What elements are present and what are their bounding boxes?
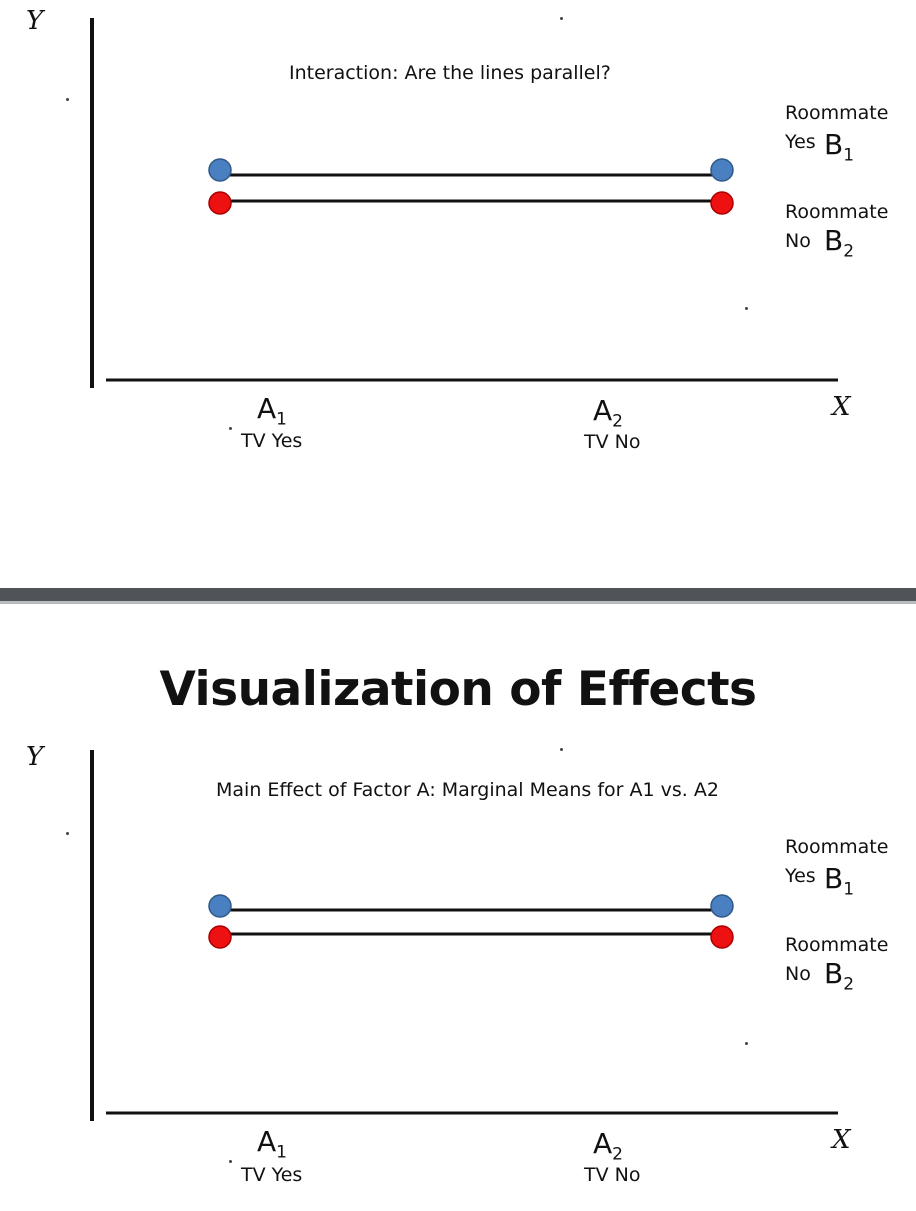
slide-title: Visualization of Effects	[159, 662, 757, 717]
speck	[745, 1042, 748, 1045]
speck	[66, 832, 69, 835]
y-axis-letter: Y	[26, 742, 44, 772]
b1-a2-marker	[710, 158, 734, 182]
speck	[560, 748, 563, 751]
plot-caption: Interaction: Are the lines parallel?	[289, 62, 611, 84]
y-axis-letter: Y	[26, 6, 44, 36]
plot-caption: Main Effect of Factor A: Marginal Means …	[216, 779, 719, 801]
speck	[229, 1160, 232, 1163]
x-tick-label-a1: TV Yes	[241, 430, 303, 452]
x-tick-a2: A2	[593, 394, 623, 432]
speck	[745, 307, 748, 310]
legend-b2-code: B2	[824, 224, 855, 262]
speck	[66, 98, 69, 101]
x-tick-label-a2: TV No	[584, 431, 641, 453]
interaction-plot-panel: Y X Interaction: Are the lines parallel?…	[0, 0, 916, 590]
legend-b1-word: Roommate	[785, 102, 889, 124]
x-tick-a1: A1	[257, 392, 287, 430]
legend-b1-code: B1	[824, 128, 855, 166]
legend-b1-value: Yes	[785, 131, 816, 153]
b1-a1-marker	[208, 158, 232, 182]
x-axis-letter: X	[832, 392, 851, 422]
interaction-plot-graphic	[90, 18, 838, 388]
speck	[229, 427, 232, 430]
legend-b2-word: Roommate	[785, 201, 889, 223]
legend-b2-value: No	[785, 230, 811, 252]
x-tick-a2: A2	[593, 1127, 623, 1165]
b1-a1-marker	[208, 894, 232, 918]
x-tick-a1: A1	[257, 1125, 287, 1163]
x-axis-letter: X	[832, 1125, 851, 1155]
slide-divider-shade	[0, 601, 916, 604]
main-effect-plot-graphic	[90, 750, 838, 1121]
speck	[560, 17, 563, 20]
b2-a1-marker	[208, 191, 232, 215]
legend-b1-value: Yes	[785, 865, 816, 887]
legend-b2-word: Roommate	[785, 934, 889, 956]
legend-b1-code: B1	[824, 862, 855, 900]
legend-b2-code: B2	[824, 957, 855, 995]
b2-a2-marker	[710, 191, 734, 215]
legend-b2-value: No	[785, 963, 811, 985]
legend-b1-word: Roommate	[785, 836, 889, 858]
b1-a2-marker	[710, 894, 734, 918]
b2-a1-marker	[208, 925, 232, 949]
b2-a2-marker	[710, 925, 734, 949]
x-tick-label-a2: TV No	[584, 1164, 641, 1186]
x-tick-label-a1: TV Yes	[241, 1164, 303, 1186]
slide-divider	[0, 588, 916, 601]
